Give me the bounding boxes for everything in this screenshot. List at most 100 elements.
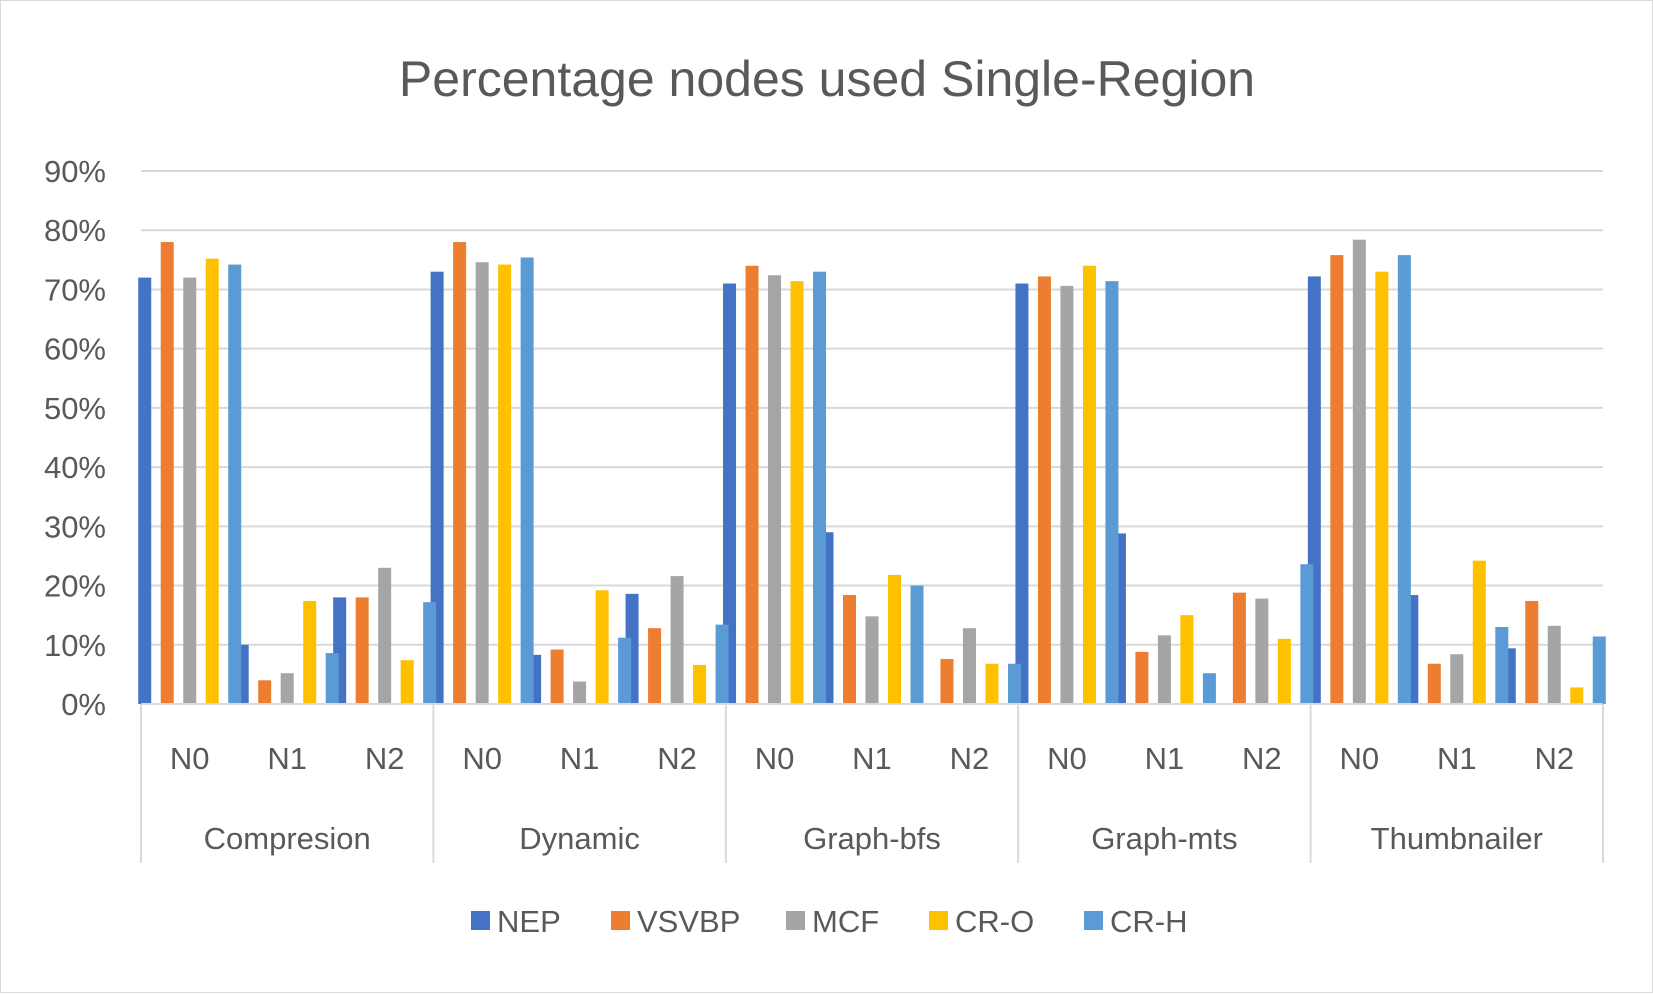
bar-cr-h	[325, 653, 339, 704]
y-tick-label: 50%	[44, 391, 106, 426]
chart-title: Percentage nodes used Single-Region	[399, 51, 1255, 107]
bar-vsvbp	[550, 649, 564, 704]
bar-cr-o	[303, 600, 317, 704]
x-tick-label: N2	[365, 741, 405, 776]
legend-label-mcf: MCF	[812, 904, 879, 939]
bar-cr-h	[1105, 281, 1119, 704]
y-tick-label: 90%	[44, 154, 106, 189]
bar-vsvbp	[355, 597, 369, 704]
bar-cr-o	[205, 258, 219, 704]
bar-nep	[1015, 283, 1029, 704]
bar-nep	[430, 271, 444, 704]
group-label: Graph-bfs	[803, 821, 941, 856]
legend-label-nep: NEP	[497, 904, 561, 939]
bar-cr-h	[1495, 627, 1509, 704]
x-tick-label: N2	[950, 741, 990, 776]
bar-cr-o	[498, 264, 512, 704]
bar-vsvbp	[258, 680, 272, 704]
bar-vsvbp	[160, 242, 174, 705]
bar-cr-h	[1397, 255, 1411, 704]
legend-label-cr-o: CR-O	[955, 904, 1034, 939]
bar-cr-o	[888, 574, 901, 704]
bar-mcf	[280, 673, 294, 704]
y-tick-label: 40%	[44, 450, 106, 485]
bar-mcf	[183, 277, 197, 704]
y-tick-label: 70%	[44, 272, 106, 307]
x-tick-label: N2	[1534, 741, 1574, 776]
bar-vsvbp	[1330, 255, 1344, 704]
bar-cr-h	[715, 624, 729, 704]
x-axis: N0 N1 N2 N0 N1 N2 N0 N1 N2 N0 N1 N2 N0 N1 N2 Compresion…	[140, 703, 1604, 863]
bar-nep	[723, 283, 737, 704]
bar-cr-o	[1082, 265, 1096, 704]
x-tick-label: N0	[755, 741, 795, 776]
bar-vsvbp	[1525, 600, 1539, 704]
bars	[138, 239, 1606, 705]
bar-mcf	[1547, 625, 1561, 704]
x-tick-label: N1	[560, 741, 600, 776]
x-tick-label: N1	[852, 741, 892, 776]
bar-mcf	[378, 567, 392, 704]
x-tick-label: N1	[1145, 741, 1185, 776]
legend-swatch-vsvbp	[611, 911, 630, 930]
bar-cr-o	[1570, 687, 1584, 704]
y-tick-label: 30%	[44, 509, 106, 544]
group-label: Graph-mts	[1091, 821, 1237, 856]
bar-cr-o	[985, 663, 999, 704]
x-tick-label: N2	[657, 741, 697, 776]
bar-cr-o	[595, 590, 609, 704]
y-axis-ticks: 0% 10% 20% 30% 40% 50% 60% 70% 80% 90%	[44, 154, 106, 722]
bar-vsvbp	[648, 628, 662, 704]
bar-mcf	[768, 275, 782, 704]
bar-nep	[138, 277, 152, 704]
bar-mcf	[865, 616, 879, 704]
bar-vsvbp	[1037, 276, 1051, 704]
bar-mcf	[1450, 654, 1464, 704]
bar-vsvbp	[1232, 592, 1246, 704]
legend-swatch-cr-o	[929, 911, 948, 930]
bar-cr-h	[910, 585, 924, 704]
bar-cr-h	[423, 602, 437, 704]
x-tick-label: N1	[1437, 741, 1477, 776]
x-tick-label: N0	[1340, 741, 1380, 776]
bar-mcf	[1352, 239, 1366, 704]
legend: NEP VSVBP MCF CR-O CR-H	[471, 904, 1188, 939]
bar-cr-o	[693, 664, 707, 704]
bar-vsvbp	[745, 265, 759, 704]
legend-swatch-cr-h	[1084, 911, 1103, 930]
x-tick-label: N1	[267, 741, 307, 776]
bar-vsvbp	[1135, 651, 1149, 704]
y-tick-label: 0%	[61, 687, 106, 722]
bar-cr-o	[1472, 560, 1486, 704]
bar-mcf	[670, 576, 684, 704]
bar-mcf	[1255, 598, 1269, 704]
bar-cr-h	[813, 271, 827, 704]
bar-mcf	[1060, 285, 1074, 704]
bar-vsvbp	[453, 242, 467, 705]
bar-cr-h	[228, 264, 242, 704]
bar-cr-o	[1277, 638, 1291, 704]
group-label: Dynamic	[519, 821, 640, 856]
bar-mcf	[573, 681, 587, 704]
legend-label-cr-h: CR-H	[1110, 904, 1188, 939]
bar-cr-o	[790, 281, 804, 704]
bar-vsvbp	[843, 595, 856, 704]
x-tick-label: N0	[1047, 741, 1087, 776]
bar-cr-h	[1300, 564, 1314, 704]
legend-swatch-nep	[471, 911, 490, 930]
bar-mcf	[1157, 635, 1171, 704]
bar-cr-h	[520, 257, 534, 704]
bar-mcf	[475, 262, 489, 704]
bar-mcf	[962, 628, 976, 704]
group-label: Thumbnailer	[1371, 821, 1543, 856]
bar-vsvbp	[940, 658, 954, 704]
y-tick-label: 10%	[44, 628, 106, 663]
bar-cr-o	[1180, 615, 1194, 704]
bar-cr-h	[1007, 663, 1021, 704]
legend-label-vsvbp: VSVBP	[637, 904, 740, 939]
y-tick-label: 20%	[44, 569, 106, 604]
bar-vsvbp	[1427, 663, 1441, 704]
bar-cr-h	[618, 637, 632, 704]
